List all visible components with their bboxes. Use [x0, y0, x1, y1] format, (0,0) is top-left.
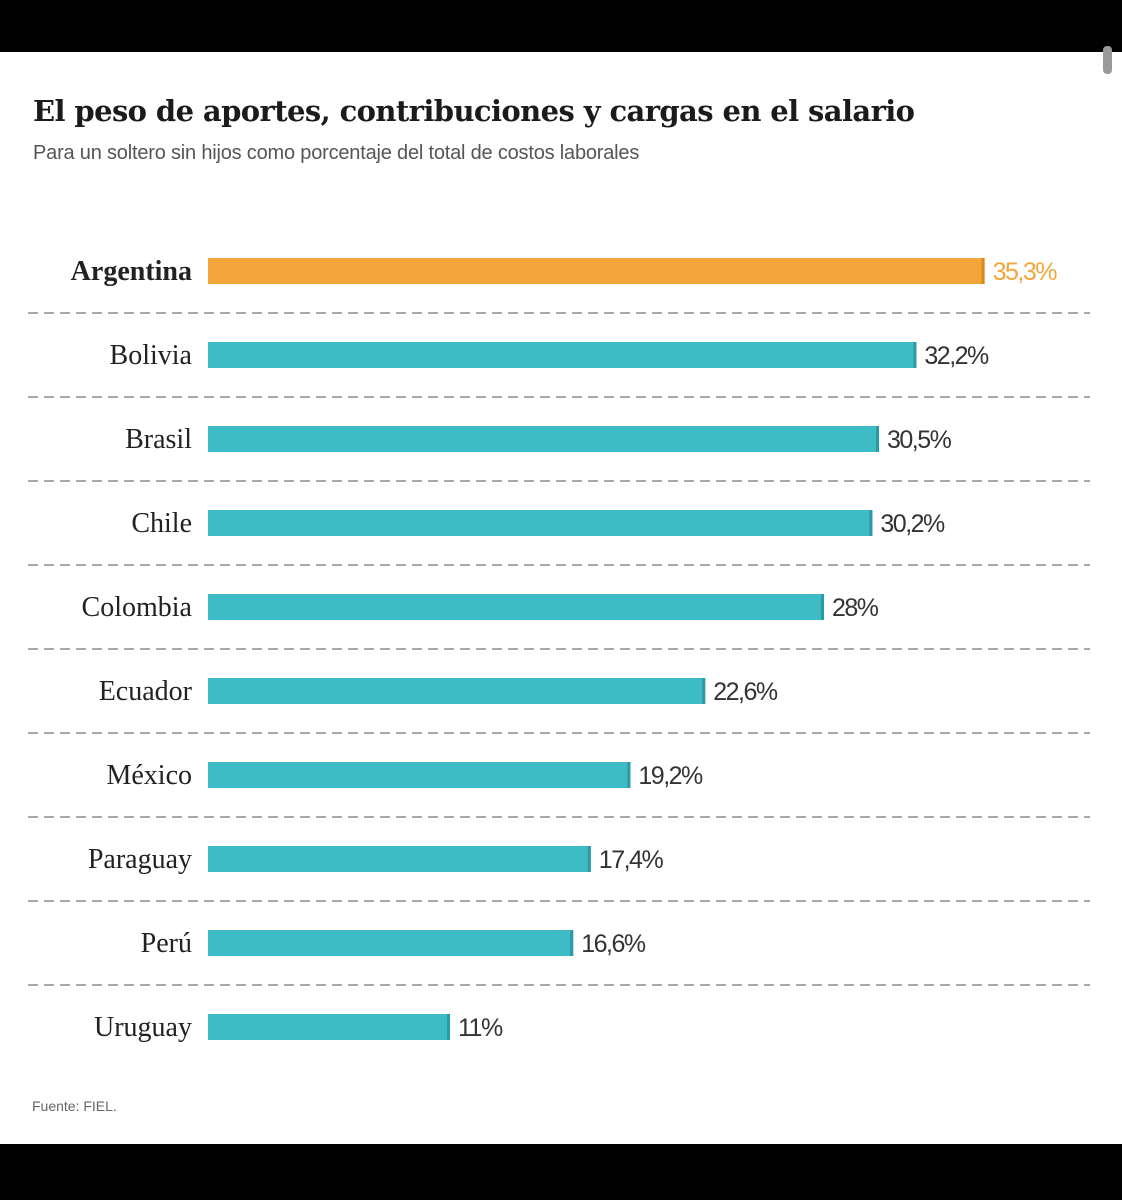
category-label-argentina: Argentina — [71, 256, 192, 287]
bar-end-chile — [869, 510, 873, 536]
value-label-chile: 30,2% — [880, 510, 945, 538]
category-label-colombia: Colombia — [82, 592, 193, 623]
category-label-ecuador: Ecuador — [99, 676, 193, 707]
category-label-paraguay: Paraguay — [88, 844, 192, 875]
scrollbar-handle[interactable] — [1103, 46, 1112, 74]
bar-end-ecuador — [702, 678, 706, 704]
bar-end-colombia — [821, 594, 824, 620]
value-label-argentina: 35,3% — [993, 258, 1058, 286]
bar-end-brasil — [876, 426, 879, 452]
bar-end-bolivia — [913, 342, 917, 368]
value-label-uruguay: 11% — [458, 1014, 503, 1042]
category-label-mexico: México — [106, 760, 192, 791]
bar-end-argentina — [981, 258, 985, 284]
bar-bolivia — [208, 342, 917, 368]
category-label-brasil: Brasil — [125, 424, 192, 455]
category-label-uruguay: Uruguay — [94, 1012, 192, 1043]
bar-uruguay — [208, 1014, 450, 1040]
chart-title: El peso de aportes, contribuciones y car… — [33, 94, 915, 128]
value-label-peru: 16,6% — [581, 930, 646, 958]
category-label-chile: Chile — [131, 508, 192, 539]
top-status-bar — [0, 0, 1122, 52]
value-label-bolivia: 32,2% — [924, 342, 989, 370]
bar-paraguay — [208, 846, 591, 872]
bottom-bar — [0, 1144, 1122, 1200]
bar-colombia — [208, 594, 824, 620]
bar-end-uruguay — [447, 1014, 450, 1040]
bar-peru — [208, 930, 574, 956]
bar-end-paraguay — [587, 846, 591, 872]
bar-end-peru — [570, 930, 574, 956]
category-label-peru: Perú — [141, 928, 192, 959]
bar-mexico — [208, 762, 631, 788]
value-label-mexico: 19,2% — [638, 762, 703, 790]
bar-ecuador — [208, 678, 706, 704]
value-label-paraguay: 17,4% — [599, 846, 664, 874]
category-label-bolivia: Bolivia — [110, 340, 193, 371]
value-label-colombia: 28% — [832, 594, 879, 622]
bar-end-mexico — [627, 762, 631, 788]
bar-argentina — [208, 258, 985, 284]
chart-source: Fuente: FIEL. — [32, 1098, 117, 1114]
bar-brasil — [208, 426, 879, 452]
chart-subtitle: Para un soltero sin hijos como porcentaj… — [33, 142, 640, 164]
bar-chile — [208, 510, 873, 536]
value-label-ecuador: 22,6% — [713, 678, 778, 706]
value-label-brasil: 30,5% — [887, 426, 952, 454]
